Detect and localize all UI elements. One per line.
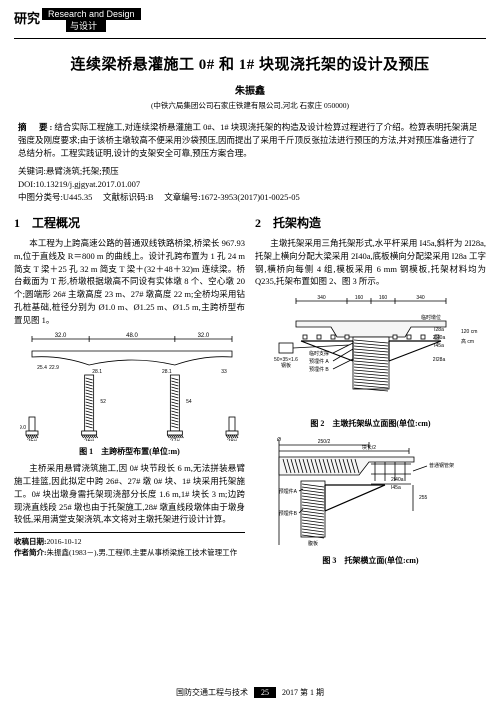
doi-line: DOI:10.13219/j.gjgyat.2017.01.007 (0, 178, 500, 191)
abstract-label: 摘 要: (18, 122, 54, 132)
svg-text:2I40a: 2I40a (432, 335, 445, 341)
section-1-p1: 本工程为上跨高速公路的普通双线铁路桥梁,桥梁长 967.93 m,位于直线及 R… (14, 237, 245, 326)
svg-text:25#: 25# (26, 439, 37, 441)
affiliation: (中铁六局集团公司石家庄铁建有限公司,河北 石家庄 050000) (0, 100, 500, 111)
svg-text:120 cm: 120 cm (461, 329, 477, 335)
artno-label: 文章编号: (164, 192, 200, 202)
page-footer: 国防交通工程与技术 25 2017 第 1 期 (0, 687, 500, 698)
svg-text:52: 52 (100, 399, 106, 405)
svg-text:I45a: I45a (391, 485, 401, 491)
svg-text:预埋件 A: 预埋件 A (309, 358, 329, 365)
doccode-label: 文献标识码: (103, 192, 148, 202)
svg-text:⌀: ⌀ (276, 436, 280, 443)
keywords-line: 关键词:悬臂浇筑;托架;预压 (0, 165, 500, 178)
section-2-p1: 主墩托架采用三角托架形式,水平杆采用 I45a,斜杆为 2I28a,托架上横向分… (255, 237, 486, 288)
doi-label: DOI: (18, 179, 35, 189)
svg-text:27#: 27# (169, 439, 180, 441)
svg-text:250/2: 250/2 (317, 439, 330, 445)
right-column: 2 托架构造 主墩托架采用三角托架形式,水平杆采用 I45a,斜杆为 2I28a… (255, 210, 486, 571)
svg-text:32.0: 32.0 (54, 333, 66, 339)
svg-text:54: 54 (186, 399, 192, 405)
footer-page: 25 (254, 687, 276, 698)
abstract-block: 摘 要:结合实际工程施工,对连续梁桥悬灌施工 0#、1# 块现浇托架的构造及设计… (0, 111, 500, 165)
bio-label: 作者简介: (14, 548, 47, 557)
svg-text:I28a: I28a (434, 327, 444, 333)
left-column: 1 工程概况 本工程为上跨高速公路的普通双线铁路桥梁,桥梁长 967.93 m,… (14, 210, 245, 571)
svg-text:2I40a: 2I40a (391, 477, 404, 483)
svg-text:22.9: 22.9 (49, 365, 59, 371)
figure-3-caption: 图 3 托架横立面(单位:cm) (255, 555, 486, 567)
svg-text:340: 340 (317, 295, 326, 301)
footer-issue: 2017 第 1 期 (282, 688, 324, 697)
section-2-heading: 2 托架构造 (255, 214, 486, 232)
svg-text:26#: 26# (84, 439, 95, 441)
class-line: 中图分类号:U445.35 文献标识码:B 文章编号:1672-3953(201… (0, 191, 500, 204)
svg-text:160: 160 (354, 295, 363, 301)
artno: 1672-3953(2017)01-0025-05 (201, 192, 300, 202)
article-title: 连续梁桥悬灌施工 0# 和 1# 块现浇托架的设计及预压 (0, 39, 500, 82)
svg-text:25.4: 25.4 (37, 365, 47, 371)
svg-text:160: 160 (378, 295, 387, 301)
svg-text:255: 255 (419, 495, 428, 501)
class: U445.35 (63, 192, 93, 202)
recv-date-label: 收稿日期: (14, 537, 47, 546)
svg-text:2I28a: 2I28a (432, 357, 445, 363)
svg-text:预埋件B: 预埋件B (278, 510, 297, 517)
svg-text:钢板: 钢板 (280, 362, 290, 369)
class-label: 中图分类号: (18, 192, 63, 202)
kw-label: 关键词: (18, 166, 46, 176)
two-column-body: 1 工程概况 本工程为上跨高速公路的普通双线铁路桥梁,桥梁长 967.93 m,… (0, 204, 500, 571)
svg-text:28.1: 28.1 (92, 369, 102, 375)
svg-text:33: 33 (221, 369, 227, 375)
svg-text:28.1: 28.1 (161, 369, 171, 375)
svg-text:块长/2: 块长/2 (361, 444, 375, 451)
keywords: 悬臂浇筑;托架;预压 (46, 166, 119, 176)
figure-2-caption: 图 2 主墩托架纵立面图(单位:cm) (255, 418, 486, 430)
author: 朱振鑫 (0, 82, 500, 97)
figure-1-svg: 32.0 48.0 32.0 25.422.9 28.1 28.1 33 25# 26# 27# 2… (20, 331, 240, 441)
svg-text:340: 340 (416, 295, 425, 301)
figure-1-caption: 图 1 主跨桥型布置(单位:m) (14, 446, 245, 458)
svg-text:48.0: 48.0 (126, 333, 138, 339)
abstract-text: 结合实际工程施工,对连续梁桥悬灌施工 0#、1# 块现浇托架的构造及设计检算过程… (18, 122, 477, 158)
footnote-block: 收稿日期:2016-10-12 作者简介:朱振鑫(1983－),男,工程师,主要… (14, 532, 245, 559)
svg-text:预埋件 B: 预埋件 B (309, 366, 329, 373)
section-1-heading: 1 工程概况 (14, 214, 245, 232)
bio: 朱振鑫(1983－),男,工程师,主要从事桥梁施工技术管理工作 (47, 548, 238, 557)
svg-text:28#: 28# (226, 439, 237, 441)
svg-text:32.0: 32.0 (197, 333, 209, 339)
svg-text:腹板: 腹板 (307, 540, 317, 547)
page-header: 研究 Research and Design 与设计 (0, 0, 500, 34)
header-sub: 与设计 (66, 19, 106, 32)
svg-text:临时支撑: 临时支撑 (309, 350, 329, 357)
figure-2-svg: 340160160340临时墩位50×35×1.6钢板120 cm高 cmI28… (261, 293, 481, 413)
figure-3: ⌀ 250/2 块长/2 普通钢管架 2I40a I45a 预埋件A 预埋件B 腹板 255 (255, 435, 486, 550)
header-cn: 研究 (14, 8, 40, 27)
figure-3-svg: ⌀ 250/2 块长/2 普通钢管架 2I40a I45a 预埋件A 预埋件B 腹板 255 (261, 435, 481, 550)
svg-text:预埋件A: 预埋件A (278, 488, 297, 495)
doi: 10.13219/j.gjgyat.2017.01.007 (35, 179, 140, 189)
svg-text:I45a: I45a (434, 343, 444, 349)
svg-text:普通钢管架: 普通钢管架 (429, 462, 454, 469)
doccode: B (148, 192, 154, 202)
figure-2: 340160160340临时墩位50×35×1.6钢板120 cm高 cmI28… (255, 293, 486, 413)
svg-text:临时墩位: 临时墩位 (420, 314, 440, 321)
recv-date: 2016-10-12 (47, 537, 82, 546)
figure-1: 32.0 48.0 32.0 25.422.9 28.1 28.1 33 25# 26# 27# 2… (14, 331, 245, 441)
svg-text:29.0: 29.0 (20, 425, 26, 431)
svg-text:高 cm: 高 cm (461, 338, 474, 345)
section-1-p2: 主桥采用悬臂浇筑施工,因 0# 块节段长 6 m,无法拼装悬臂施工挂篮,因此拟定… (14, 462, 245, 526)
footer-journal: 国防交通工程与技术 (176, 688, 248, 697)
